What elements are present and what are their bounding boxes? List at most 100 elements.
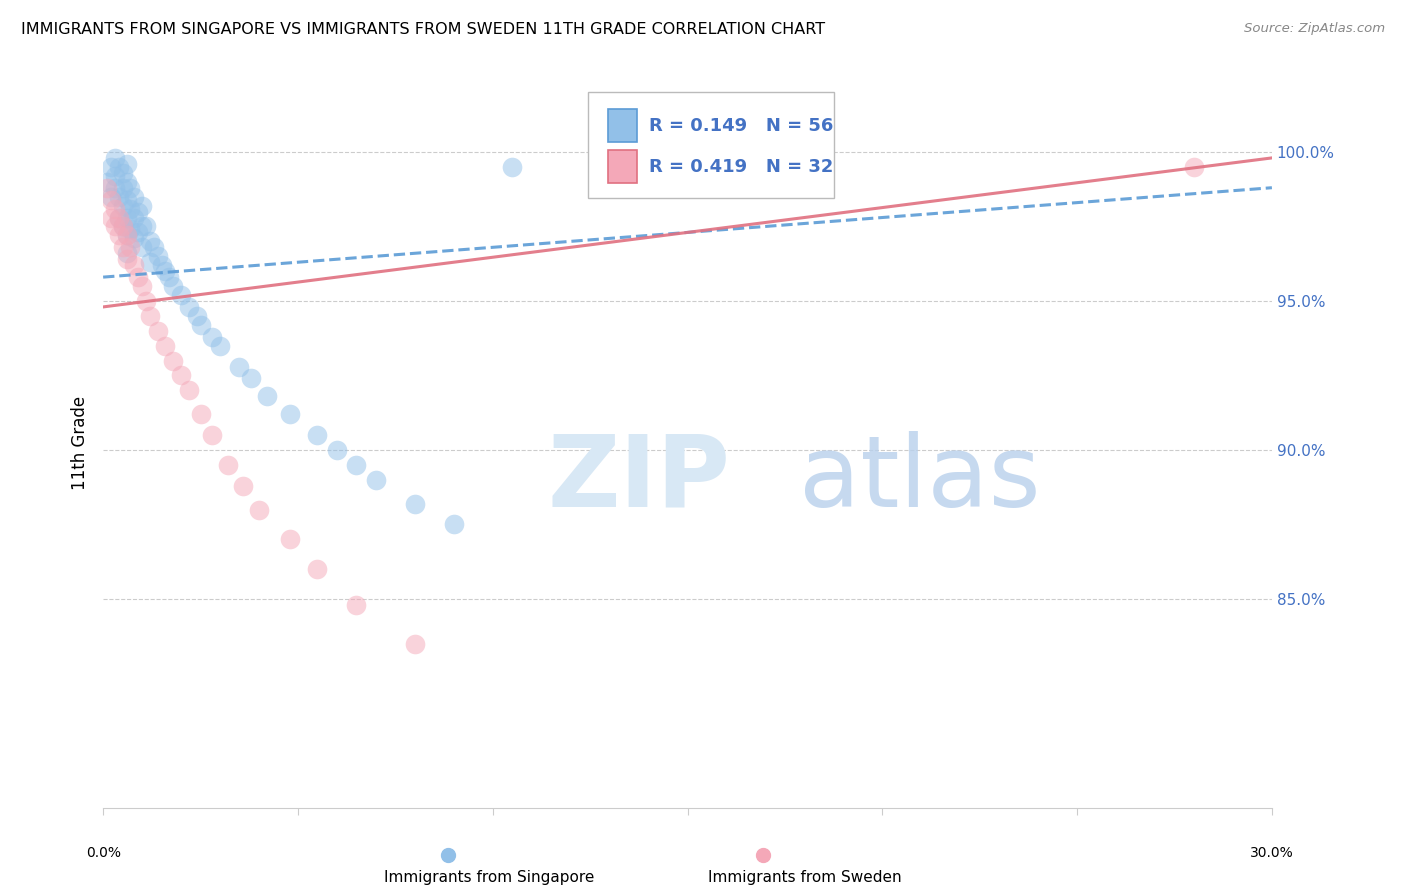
FancyBboxPatch shape <box>588 92 834 198</box>
Point <box>96 175 118 189</box>
Point <box>107 189 129 203</box>
Point <box>107 211 129 225</box>
Point <box>104 180 127 194</box>
Point <box>127 204 149 219</box>
Point <box>100 211 122 225</box>
Point <box>177 300 200 314</box>
Point <box>155 264 177 278</box>
Point <box>146 249 169 263</box>
Point <box>111 166 134 180</box>
Bar <box>607 109 637 142</box>
Point <box>232 479 254 493</box>
Point <box>344 458 367 472</box>
Point <box>190 318 212 332</box>
Text: ZIP: ZIP <box>547 431 730 527</box>
Point <box>100 193 122 207</box>
Point <box>135 219 157 234</box>
Text: R = 0.149   N = 56: R = 0.149 N = 56 <box>650 117 834 135</box>
Point <box>131 279 153 293</box>
Point <box>247 502 270 516</box>
Text: Immigrants from Sweden: Immigrants from Sweden <box>707 870 901 885</box>
Point <box>404 497 426 511</box>
Point <box>115 228 138 243</box>
Point <box>139 235 162 249</box>
Point <box>120 202 142 216</box>
Point <box>115 228 138 243</box>
Point <box>131 198 153 212</box>
Point <box>120 240 142 254</box>
Point <box>111 219 134 234</box>
Point <box>107 160 129 174</box>
Point <box>104 169 127 183</box>
Point <box>256 389 278 403</box>
Point <box>96 180 118 194</box>
Point <box>127 270 149 285</box>
Point <box>162 279 184 293</box>
Point <box>124 189 146 203</box>
Point <box>190 407 212 421</box>
Point <box>278 407 301 421</box>
Point <box>127 226 149 240</box>
Bar <box>607 151 637 184</box>
Point <box>139 255 162 269</box>
Point <box>344 598 367 612</box>
Point <box>150 258 173 272</box>
Point <box>201 329 224 343</box>
Point <box>228 359 250 374</box>
Point <box>364 473 387 487</box>
Point <box>186 309 208 323</box>
Point <box>124 211 146 225</box>
Point <box>443 517 465 532</box>
Text: Immigrants from Singapore: Immigrants from Singapore <box>384 870 593 885</box>
Point <box>142 240 165 254</box>
Point <box>104 219 127 234</box>
Point <box>115 246 138 260</box>
Point <box>107 228 129 243</box>
Point <box>120 222 142 236</box>
Point <box>104 151 127 165</box>
Point <box>404 637 426 651</box>
Point <box>115 157 138 171</box>
Point <box>177 384 200 398</box>
Point <box>120 180 142 194</box>
Point <box>170 288 193 302</box>
Point <box>170 368 193 383</box>
Point <box>111 198 134 212</box>
Point <box>115 175 138 189</box>
Point <box>278 533 301 547</box>
Point <box>157 270 180 285</box>
Point <box>100 160 122 174</box>
Text: Source: ZipAtlas.com: Source: ZipAtlas.com <box>1244 22 1385 36</box>
Point <box>217 458 239 472</box>
Point <box>501 160 523 174</box>
Point <box>100 189 122 203</box>
Point <box>124 231 146 245</box>
Point <box>155 339 177 353</box>
Point <box>1182 160 1205 174</box>
Point <box>326 442 349 457</box>
Point <box>307 562 329 576</box>
Point <box>240 371 263 385</box>
Point <box>115 193 138 207</box>
Point <box>131 219 153 234</box>
Text: 0.0%: 0.0% <box>86 847 121 861</box>
Point <box>107 211 129 225</box>
Point <box>104 202 127 216</box>
Point <box>135 293 157 308</box>
Point <box>208 339 231 353</box>
Point <box>201 428 224 442</box>
Text: atlas: atlas <box>799 431 1040 527</box>
Text: 30.0%: 30.0% <box>1250 847 1294 861</box>
Point <box>162 353 184 368</box>
Point <box>307 428 329 442</box>
Point <box>146 324 169 338</box>
Point <box>139 309 162 323</box>
Y-axis label: 11th Grade: 11th Grade <box>72 395 89 490</box>
Text: IMMIGRANTS FROM SINGAPORE VS IMMIGRANTS FROM SWEDEN 11TH GRADE CORRELATION CHART: IMMIGRANTS FROM SINGAPORE VS IMMIGRANTS … <box>21 22 825 37</box>
Point <box>111 240 134 254</box>
Point <box>124 258 146 272</box>
Point <box>131 240 153 254</box>
Text: R = 0.419   N = 32: R = 0.419 N = 32 <box>650 158 834 177</box>
Point <box>115 211 138 225</box>
Point <box>111 180 134 194</box>
